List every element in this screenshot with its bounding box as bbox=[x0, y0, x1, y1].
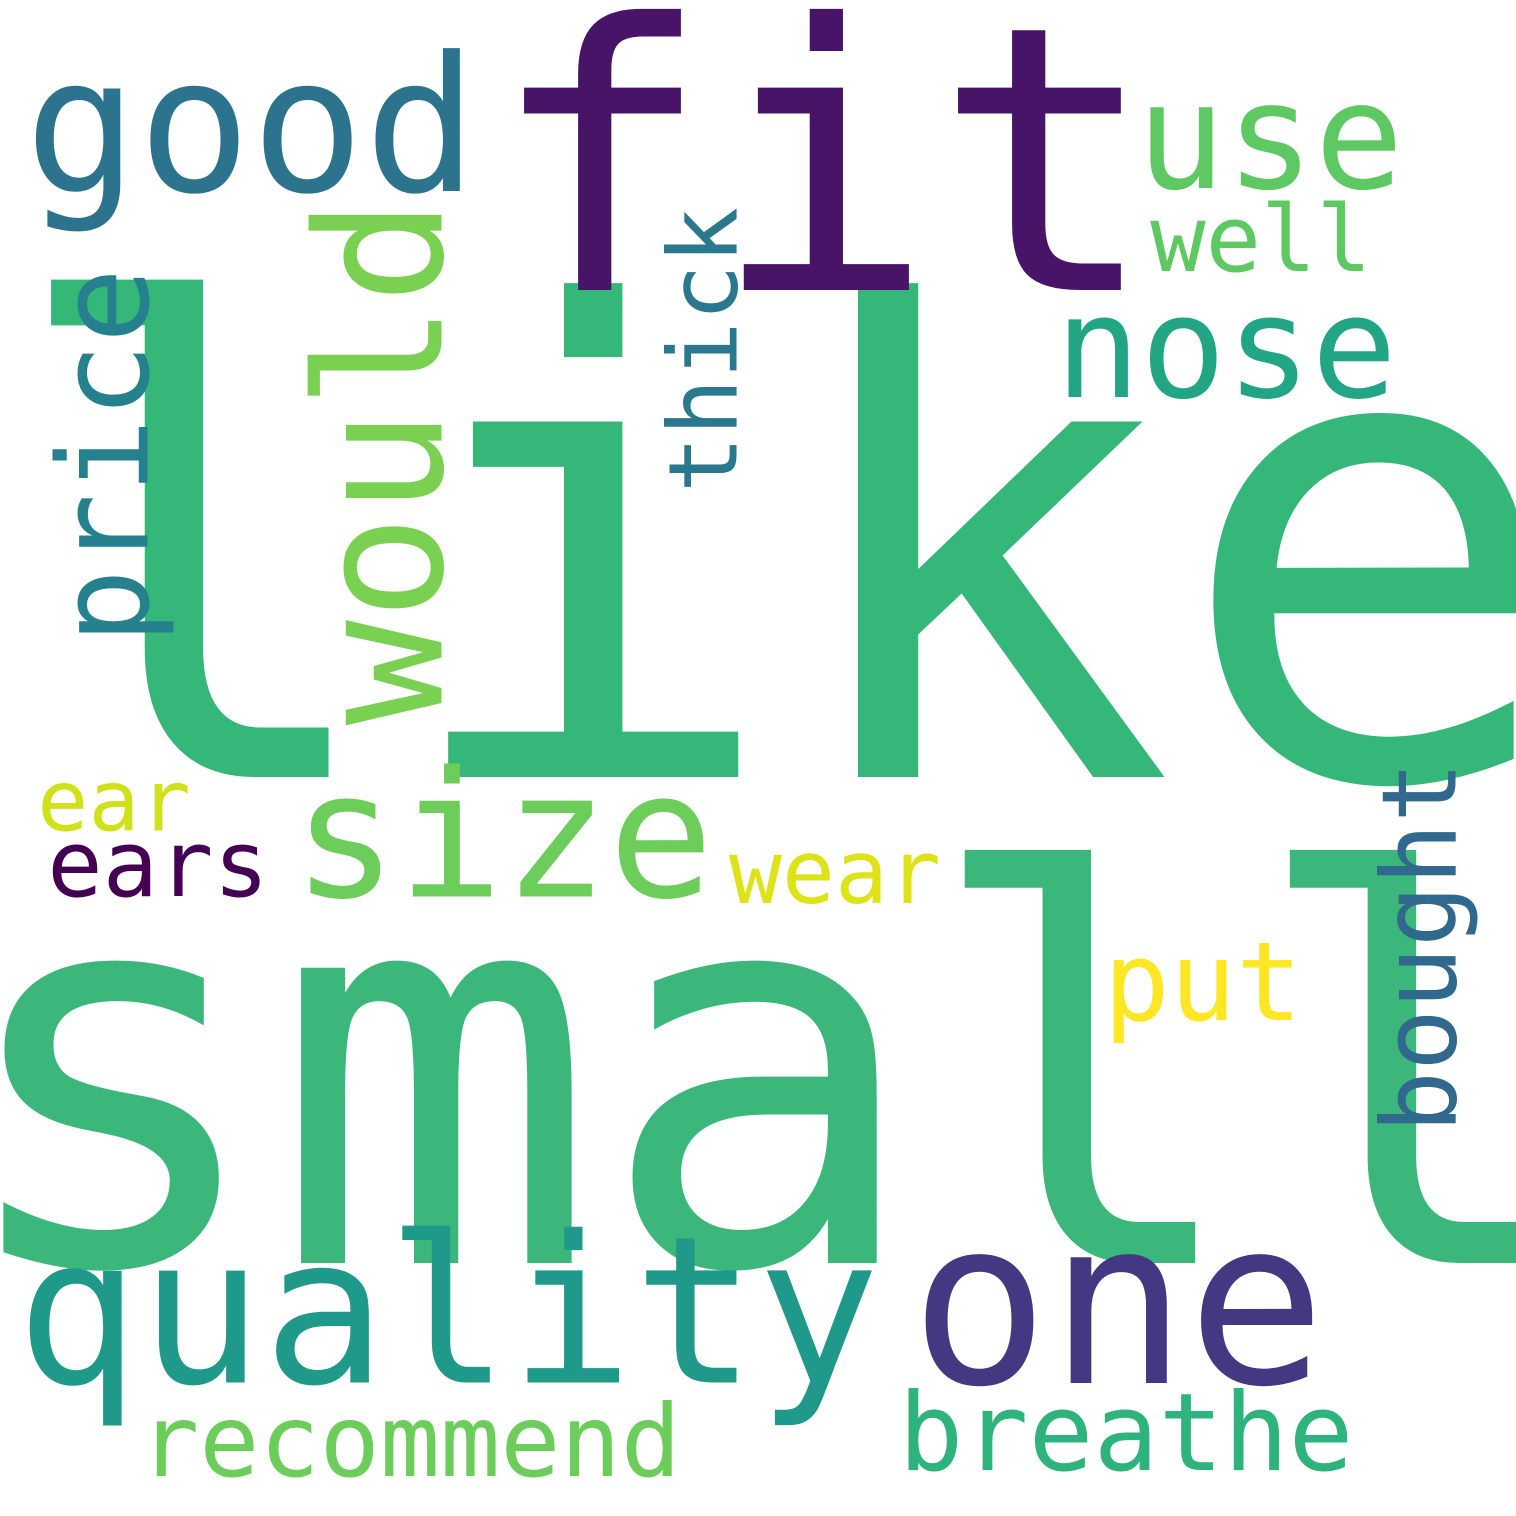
word-like: like bbox=[0, 175, 1516, 931]
word-fit: fit bbox=[488, 0, 1158, 378]
word-good: good bbox=[24, 17, 478, 236]
word-size: size bbox=[292, 735, 714, 939]
word-quality: quality bbox=[16, 1193, 880, 1432]
word-ears: ears bbox=[47, 811, 269, 918]
word-well: well bbox=[1150, 186, 1372, 293]
word-thick: thick bbox=[649, 207, 760, 493]
word-breathe: breathe bbox=[898, 1371, 1354, 1496]
word-small: small bbox=[0, 763, 1516, 1391]
word-price: price bbox=[32, 267, 178, 645]
word-put: put bbox=[1103, 918, 1303, 1046]
word-nose: nose bbox=[1055, 266, 1397, 431]
word-ear: ear bbox=[37, 752, 191, 852]
word-use: use bbox=[1136, 51, 1404, 223]
word-would: would bbox=[280, 198, 484, 726]
word-recommend: recommend bbox=[139, 1383, 681, 1500]
word-bought: bought bbox=[1360, 760, 1481, 1134]
word-wear: wear bbox=[729, 821, 941, 924]
word-one: one bbox=[910, 1171, 1326, 1438]
